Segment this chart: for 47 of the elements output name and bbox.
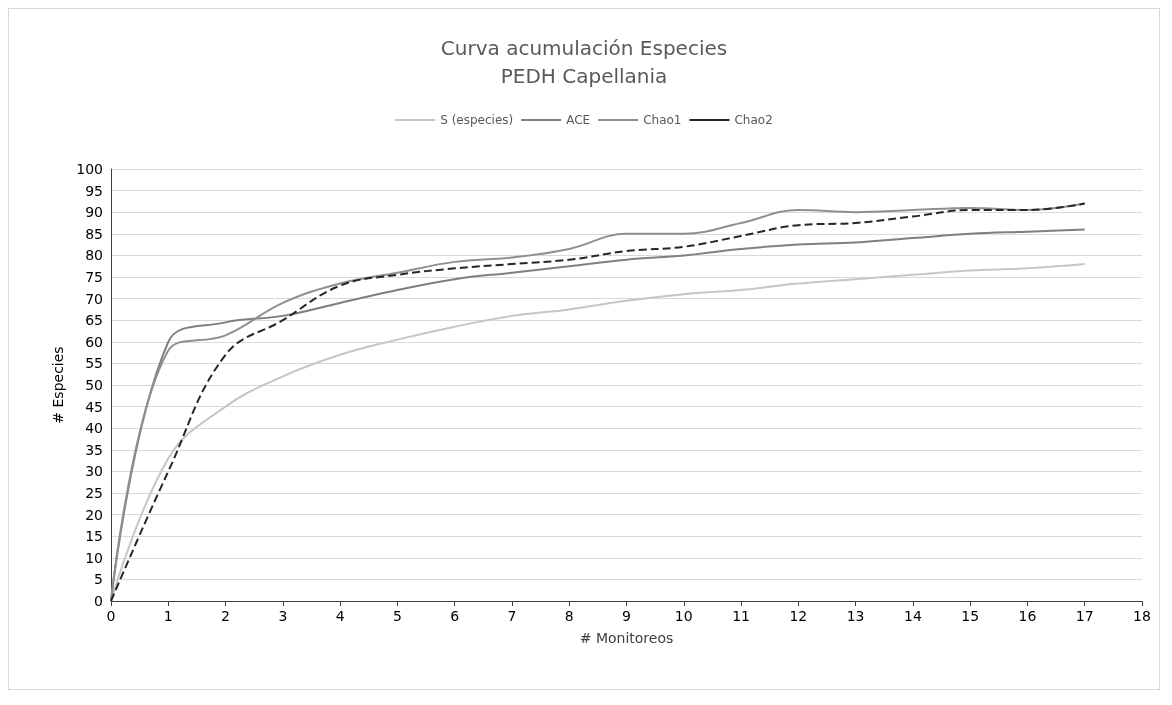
y-tick-label: 0 <box>94 593 103 609</box>
x-tick-label: 12 <box>789 608 808 624</box>
y-tick-label: 5 <box>94 571 103 588</box>
x-tick-label: 2 <box>221 608 231 624</box>
x-tick-label: 9 <box>622 608 631 624</box>
y-tick-label: 45 <box>85 398 103 415</box>
x-tick-label: 1 <box>163 608 173 624</box>
y-tick-label: 95 <box>85 182 103 199</box>
y-tick-label: 50 <box>85 377 103 393</box>
x-tick-label: 3 <box>278 608 288 624</box>
y-tick-label: 100 <box>76 161 103 177</box>
y-tick-label: 75 <box>85 269 103 285</box>
y-tick-label: 30 <box>85 463 103 480</box>
x-tick-label: 4 <box>335 608 345 624</box>
x-tick-label: 13 <box>846 608 865 624</box>
x-tick-label: 18 <box>1133 608 1151 624</box>
x-tick-label: 11 <box>732 608 750 624</box>
x-tick-label: 5 <box>392 608 402 624</box>
y-tick-label: 35 <box>85 441 103 458</box>
x-tick-label: 17 <box>1075 608 1094 624</box>
y-tick-label: 85 <box>85 225 103 242</box>
x-axis-title: # Monitoreos <box>579 630 674 646</box>
y-tick-label: 90 <box>85 204 103 221</box>
legend-label: Chao2 <box>734 113 773 127</box>
x-tick-label: 16 <box>1018 608 1037 624</box>
y-tick-label: 15 <box>85 528 103 545</box>
y-tick-label: 10 <box>85 549 103 566</box>
y-tick-label: 25 <box>85 485 103 501</box>
x-tick-label: 6 <box>450 608 460 624</box>
legend-label: Chao1 <box>643 113 682 127</box>
x-tick-label: 0 <box>106 608 116 624</box>
legend-label: ACE <box>566 113 591 127</box>
legend-label: S (especies) <box>440 113 514 127</box>
y-tick-label: 60 <box>85 333 103 350</box>
y-tick-label: 55 <box>85 355 103 372</box>
y-axis-title: # Especies <box>50 346 67 424</box>
y-tick-label: 40 <box>85 420 103 437</box>
x-tick-label: 10 <box>674 608 693 624</box>
chart-title: Curva acumulación Especies PEDH Capellania <box>440 36 728 88</box>
y-tick-label: 70 <box>85 290 103 307</box>
y-tick-label: 65 <box>85 312 103 329</box>
y-tick-label: 20 <box>85 506 103 523</box>
x-tick-label: 8 <box>564 608 574 624</box>
y-tick-label: 80 <box>85 247 103 264</box>
x-tick-label: 15 <box>961 608 980 624</box>
x-tick-label: 14 <box>903 608 922 624</box>
x-tick-label: 7 <box>507 608 517 624</box>
